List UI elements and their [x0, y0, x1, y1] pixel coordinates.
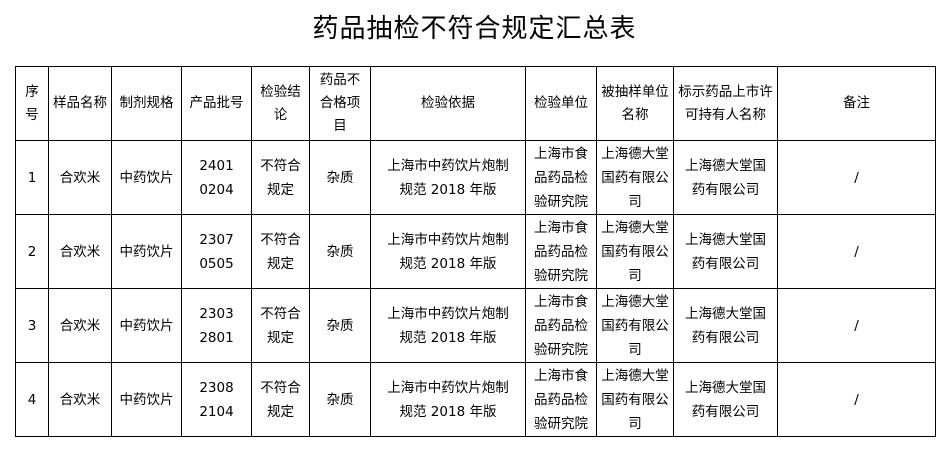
header-remarks: 备注	[777, 66, 936, 141]
cell-remarks: /	[777, 288, 936, 363]
cell-conclusion: 不符合规定	[251, 362, 310, 437]
cell-index: 4	[15, 362, 49, 437]
cell-failed-item: 杂质	[309, 214, 371, 289]
cell-batch-number: 24010204	[181, 140, 252, 215]
cell-conclusion: 不符合规定	[251, 140, 310, 215]
cell-sample-name: 合欢米	[48, 288, 112, 363]
cell-batch-number: 23070505	[181, 214, 252, 289]
cell-conclusion: 不符合规定	[251, 214, 310, 289]
summary-table: 序号 样品名称 制剂规格 产品批号 检验结论 药品不合格项目 检验依据 检验单位 被抽样单位名称…	[15, 66, 936, 437]
cell-test-basis: 上海市中药饮片炮制规范 2018 年版	[370, 140, 526, 215]
cell-failed-item: 杂质	[309, 140, 371, 215]
header-index: 序号	[15, 66, 49, 141]
header-batch-number: 产品批号	[181, 66, 252, 141]
cell-conclusion: 不符合规定	[251, 288, 310, 363]
cell-dosage-form: 中药饮片	[111, 140, 182, 215]
header-sample-name: 样品名称	[48, 66, 112, 141]
cell-test-unit: 上海市食品药品检验研究院	[525, 288, 597, 363]
cell-failed-item: 杂质	[309, 288, 371, 363]
cell-license-holder: 上海德大堂国药有限公司	[673, 362, 778, 437]
header-sampled-unit: 被抽样单位名称	[596, 66, 674, 141]
cell-remarks: /	[777, 140, 936, 215]
header-row: 序号 样品名称 制剂规格 产品批号 检验结论 药品不合格项目 检验依据 检验单位 被抽样单位名称…	[15, 66, 936, 141]
cell-sampled-unit: 上海德大堂国药有限公司	[596, 288, 674, 363]
header-test-basis: 检验依据	[370, 66, 526, 141]
cell-license-holder: 上海德大堂国药有限公司	[673, 140, 778, 215]
header-dosage-form: 制剂规格	[111, 66, 182, 141]
header-failed-item: 药品不合格项目	[309, 66, 371, 141]
cell-batch-number: 23032801	[181, 288, 252, 363]
cell-test-basis: 上海市中药饮片炮制规范 2018 年版	[370, 362, 526, 437]
cell-index: 3	[15, 288, 49, 363]
cell-index: 2	[15, 214, 49, 289]
cell-dosage-form: 中药饮片	[111, 362, 182, 437]
cell-license-holder: 上海德大堂国药有限公司	[673, 288, 778, 363]
table-row: 4 合欢米 中药饮片 23082104 不符合规定 杂质 上海市中药饮片炮制规范 2018 …	[15, 362, 936, 437]
cell-dosage-form: 中药饮片	[111, 214, 182, 289]
cell-remarks: /	[777, 362, 936, 437]
header-conclusion: 检验结论	[251, 66, 310, 141]
cell-test-unit: 上海市食品药品检验研究院	[525, 140, 597, 215]
cell-batch-number: 23082104	[181, 362, 252, 437]
cell-test-basis: 上海市中药饮片炮制规范 2018 年版	[370, 214, 526, 289]
cell-test-unit: 上海市食品药品检验研究院	[525, 362, 597, 437]
table-row: 1 合欢米 中药饮片 24010204 不符合规定 杂质 上海市中药饮片炮制规范 2018 …	[15, 140, 936, 215]
cell-sample-name: 合欢米	[48, 362, 112, 437]
table-row: 2 合欢米 中药饮片 23070505 不符合规定 杂质 上海市中药饮片炮制规范 2018 …	[15, 214, 936, 289]
cell-test-basis: 上海市中药饮片炮制规范 2018 年版	[370, 288, 526, 363]
cell-test-unit: 上海市食品药品检验研究院	[525, 214, 597, 289]
cell-index: 1	[15, 140, 49, 215]
cell-sample-name: 合欢米	[48, 140, 112, 215]
table-row: 3 合欢米 中药饮片 23032801 不符合规定 杂质 上海市中药饮片炮制规范 2018 …	[15, 288, 936, 363]
cell-sample-name: 合欢米	[48, 214, 112, 289]
cell-failed-item: 杂质	[309, 362, 371, 437]
cell-sampled-unit: 上海德大堂国药有限公司	[596, 214, 674, 289]
cell-remarks: /	[777, 214, 936, 289]
page-title: 药品抽检不符合规定汇总表	[312, 14, 637, 44]
cell-sampled-unit: 上海德大堂国药有限公司	[596, 362, 674, 437]
cell-dosage-form: 中药饮片	[111, 288, 182, 363]
header-test-unit: 检验单位	[525, 66, 597, 141]
header-license-holder: 标示药品上市许可持有人名称	[673, 66, 778, 141]
cell-license-holder: 上海德大堂国药有限公司	[673, 214, 778, 289]
cell-sampled-unit: 上海德大堂国药有限公司	[596, 140, 674, 215]
